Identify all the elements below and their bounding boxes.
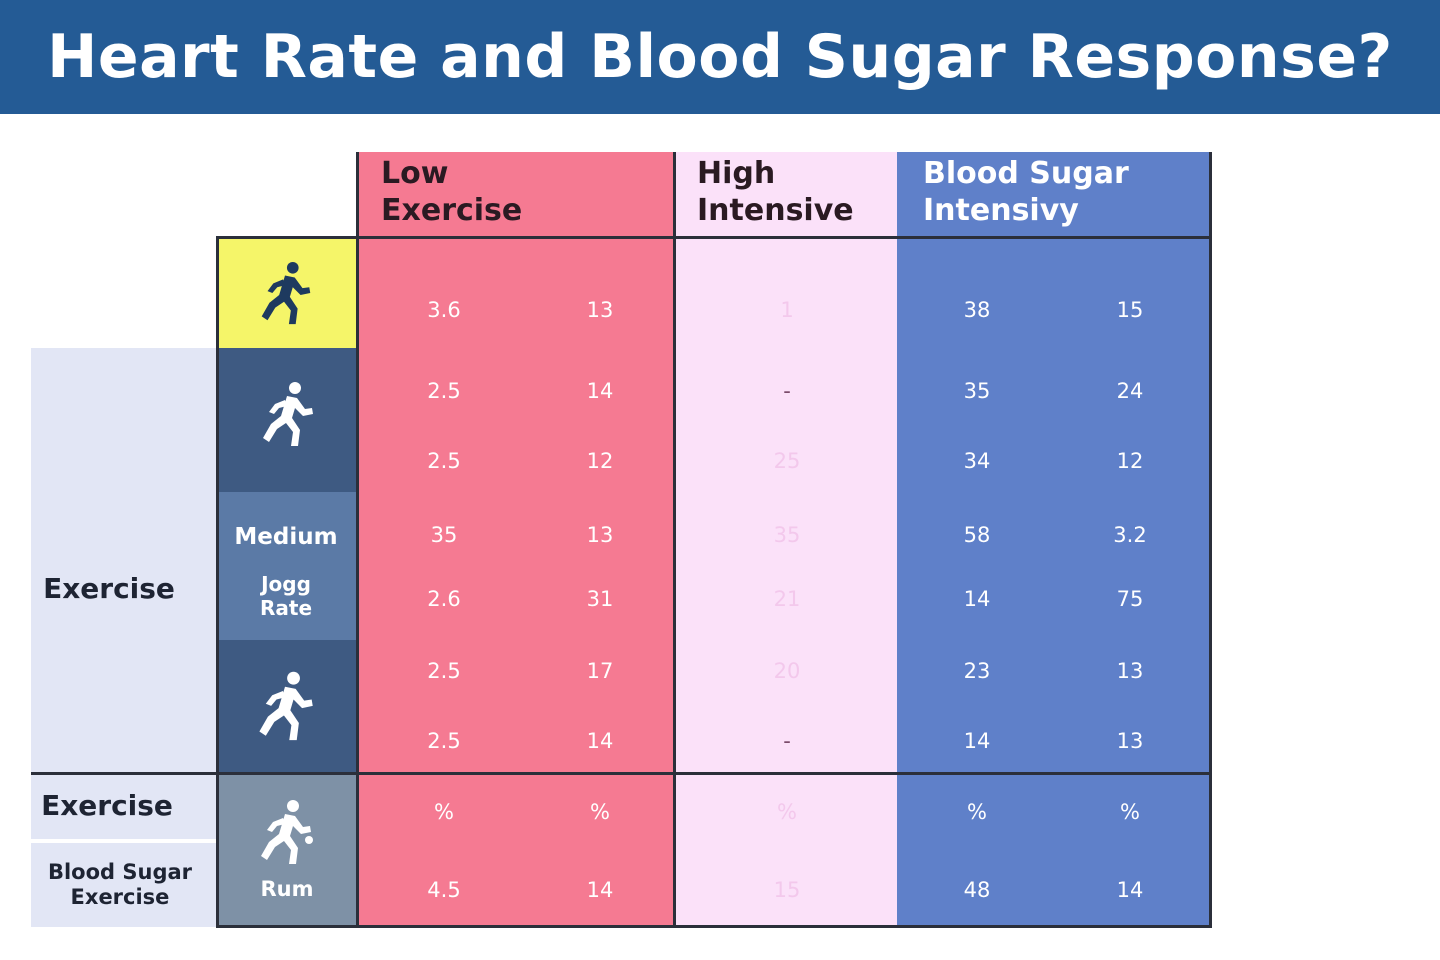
table-cell: - [783, 379, 791, 403]
table-cell: 2.5 [427, 379, 461, 403]
table-cell: % [1120, 800, 1140, 824]
grid-line [216, 925, 1212, 928]
table-cell: 34 [963, 449, 991, 473]
grid-line [31, 772, 1212, 775]
header-high-intensive: High Intensive [697, 156, 854, 228]
header-blood-sugar: Blood Sugar Intensivy [923, 156, 1129, 228]
table-cell: 13 [586, 298, 614, 322]
runner-icon [261, 261, 311, 325]
table-cell: 1 [780, 298, 794, 322]
table-cell: 2.5 [427, 449, 461, 473]
column-blood-sugar [897, 152, 1211, 927]
row-block-5 [218, 773, 357, 927]
table-cell: 23 [963, 659, 991, 683]
table-cell: 13 [1116, 729, 1144, 753]
table-cell: 12 [586, 449, 614, 473]
table-cell: % [434, 800, 454, 824]
table-cell: 35 [430, 523, 458, 547]
grid-line [1209, 152, 1212, 928]
table-cell: 2.5 [427, 659, 461, 683]
page-title: Heart Rate and Blood Sugar Response? [47, 22, 1393, 92]
table-cell: 15 [773, 878, 801, 902]
table-cell: 21 [773, 587, 801, 611]
column-low-exercise [357, 152, 674, 927]
table-cell: 20 [773, 659, 801, 683]
table-cell: 15 [1116, 298, 1144, 322]
column-high-intensive [674, 152, 897, 927]
title-banner: Heart Rate and Blood Sugar Response? [0, 0, 1440, 114]
table-cell: 3.6 [427, 298, 461, 322]
left-label-panel [31, 348, 216, 772]
table-cell: 14 [586, 729, 614, 753]
table-cell: 17 [586, 659, 614, 683]
table-cell: 25 [773, 449, 801, 473]
grid-line [673, 152, 676, 928]
left-label-panel-2 [31, 775, 216, 839]
table-cell: % [590, 800, 610, 824]
table-cell: 13 [1116, 659, 1144, 683]
table-cell: 35 [963, 379, 991, 403]
table-cell: 24 [1116, 379, 1144, 403]
left-label-panel-3 [31, 843, 216, 927]
table-cell: 31 [586, 587, 614, 611]
table-cell: % [967, 800, 987, 824]
table-cell: 14 [586, 878, 614, 902]
table-cell: 14 [963, 729, 991, 753]
exercise-label-2: Exercise [41, 788, 173, 822]
table-cell: 2.6 [427, 587, 461, 611]
table-cell: 14 [1116, 878, 1144, 902]
table-cell: 38 [963, 298, 991, 322]
jogg-rate-label: Jogg Rate [259, 572, 313, 620]
table-cell: 75 [1116, 587, 1144, 611]
grid-line [356, 152, 359, 928]
header-low-exercise: Low Exercise [381, 156, 523, 228]
row-block-3 [218, 492, 357, 640]
table-cell: 35 [773, 523, 801, 547]
runner-icon [263, 382, 313, 446]
table-cell: 4.5 [427, 878, 461, 902]
table-cell: 48 [963, 878, 991, 902]
exercise-label: Exercise [43, 571, 175, 605]
grid-line [216, 236, 219, 928]
table-cell: 3.2 [1113, 523, 1147, 547]
table-cell: 14 [586, 379, 614, 403]
table-cell: 12 [1116, 449, 1144, 473]
table-cell: - [783, 729, 791, 753]
blood-sugar-exercise-label: Blood Sugar Exercise [47, 860, 193, 909]
medium-label: Medium [234, 524, 338, 550]
table-cell: 14 [963, 587, 991, 611]
table-cell: 58 [963, 523, 991, 547]
rum-label: Rum [260, 877, 314, 901]
table-cell: % [777, 800, 797, 824]
table-cell: 2.5 [427, 729, 461, 753]
table-cell: 13 [586, 523, 614, 547]
grid-line [216, 236, 1212, 239]
runner-icon [259, 671, 313, 741]
runner-icon [261, 800, 313, 864]
